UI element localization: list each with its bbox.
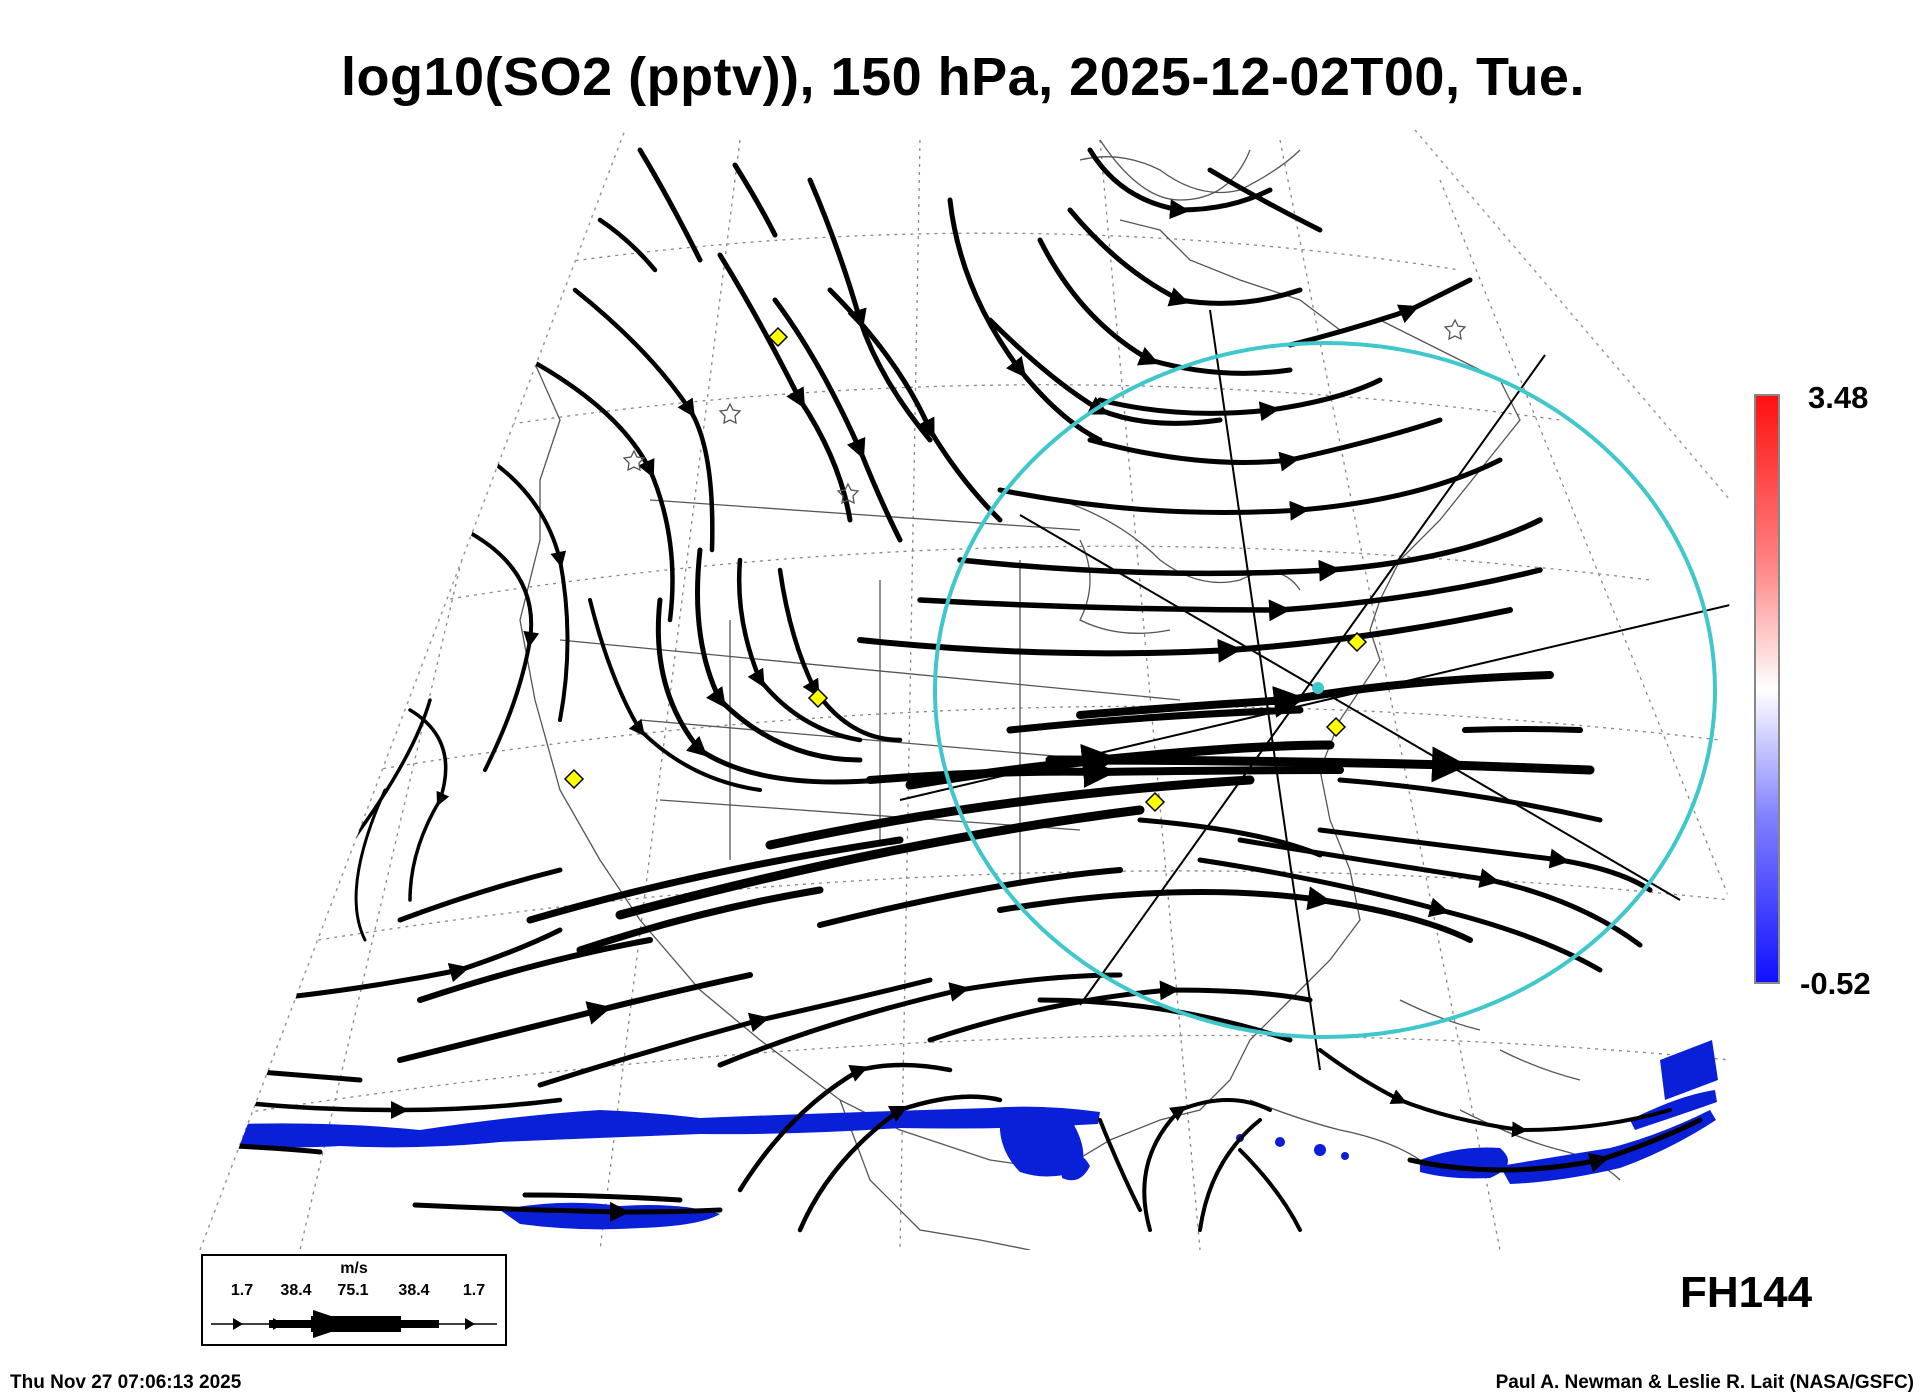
wind-streamlines (212, 147, 1703, 1233)
legend-arrow-scale (211, 1310, 497, 1338)
center-marker (1312, 682, 1324, 694)
trajectory-lines (899, 309, 1730, 1071)
colorbar-max-label: 3.48 (1808, 380, 1869, 415)
generation-timestamp: Thu Nov 27 07:06:13 2025 (10, 1372, 242, 1393)
legend-value: 1.7 (230, 1282, 254, 1299)
site-marker (1325, 716, 1347, 738)
colorbar-min-label: -0.52 (1800, 966, 1871, 1001)
legend-value: 38.4 (280, 1282, 312, 1299)
coastlines (509, 139, 1621, 1250)
site-marker (563, 768, 585, 790)
site-markers (563, 326, 1368, 813)
site-marker (1346, 631, 1368, 653)
site-marker (807, 687, 829, 709)
wind-speed-legend: m/s 1.7 38.4 75.1 38.4 1.7 (201, 1254, 507, 1346)
range-circle (933, 341, 1717, 1039)
site-marker (767, 326, 789, 348)
forecast-hour-label: FH144 (1680, 1268, 1813, 1317)
map-title: log10(SO2 (pptv)), 150 hPa, 2025-12-02T0… (341, 47, 1585, 107)
legend-unit: m/s (340, 1260, 368, 1277)
legend-value: 1.7 (462, 1282, 486, 1299)
legend-value: 75.1 (337, 1282, 369, 1299)
legend-value: 38.4 (398, 1282, 430, 1299)
colorbar (1754, 394, 1780, 984)
graticule (200, 139, 1730, 1250)
site-marker (1144, 791, 1166, 813)
station-stars (622, 318, 1467, 505)
credit-line: Paul A. Newman & Leslie R. Lait (NASA/GS… (1495, 1372, 1914, 1393)
map-domain (199, 129, 1731, 1251)
so2-field (210, 1040, 1718, 1230)
